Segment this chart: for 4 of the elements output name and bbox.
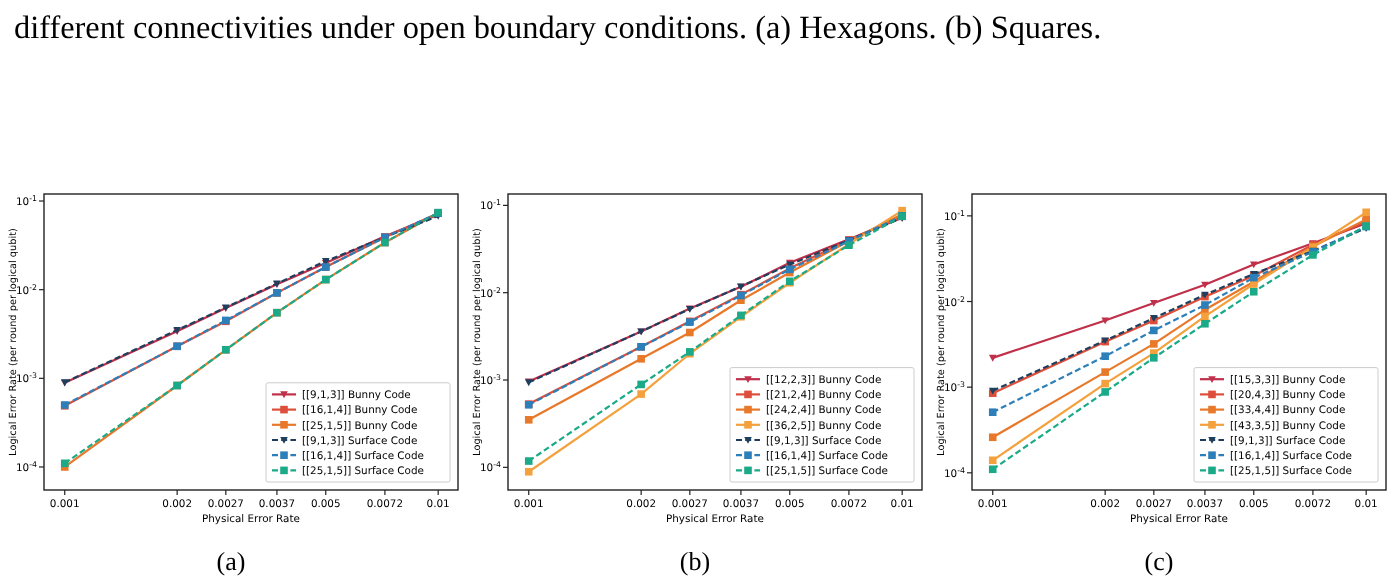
text: (b) (679, 546, 711, 576)
text: different connectivities under open boundary conditions. (a) Hexagons. (b) Squares. (14, 8, 1104, 50)
text: (a) (216, 546, 246, 576)
text: (c) (1144, 546, 1174, 576)
